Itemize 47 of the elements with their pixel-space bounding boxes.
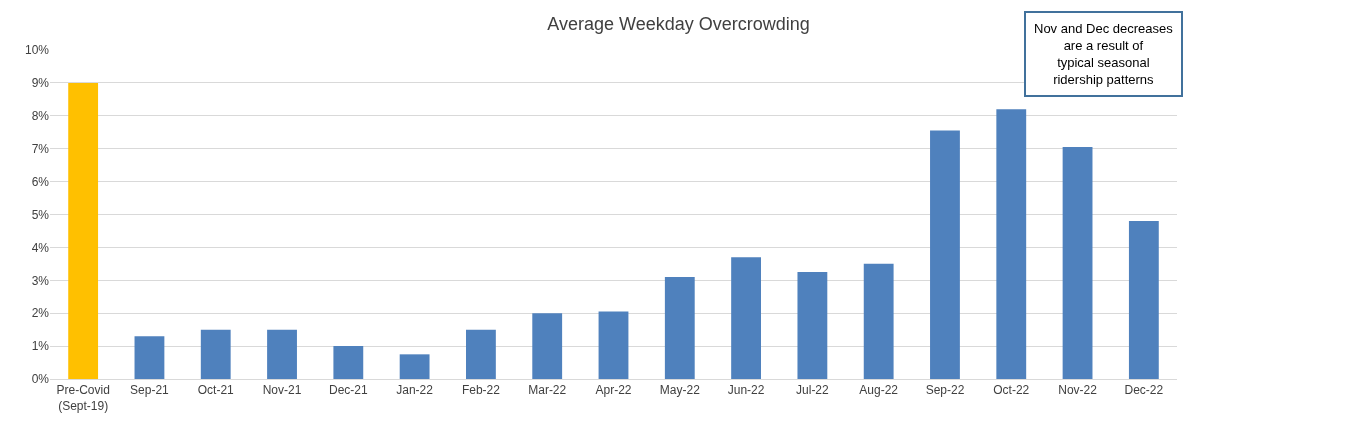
x-tick-label: Nov-21	[262, 383, 302, 398]
y-tick-label: 8%	[31, 109, 50, 123]
y-tick-label: 2%	[31, 306, 50, 321]
bar	[68, 82, 99, 379]
x-tick-label: Pre-Covid (Sept-19)	[56, 383, 110, 413]
x-tick-label: Apr-22	[595, 383, 632, 398]
x-tick-label: Jul-22	[796, 383, 830, 398]
y-tick-label: 6%	[31, 174, 50, 189]
bar	[930, 130, 960, 379]
x-tick-label: Oct-21	[197, 383, 235, 398]
bar	[863, 263, 894, 379]
y-tick-label: 9%	[31, 76, 50, 91]
x-tick-label: Dec-22	[1124, 383, 1164, 398]
bar	[731, 257, 761, 379]
y-tick-label: 3%	[31, 273, 50, 288]
x-tick-label: Feb-22	[461, 383, 501, 398]
annotation: Nov and Dec decreases are a result of typical seasonal ridership patterns	[1034, 21, 1174, 87]
bar	[996, 109, 1027, 379]
x-tick-label: Sep-22	[925, 383, 965, 398]
bar	[134, 336, 165, 379]
x-tick-label: Mar-22	[528, 383, 567, 398]
bar	[399, 354, 430, 379]
bar	[466, 329, 496, 379]
bar	[1128, 221, 1159, 379]
bar	[664, 277, 695, 379]
y-tick-label: 0%	[31, 372, 50, 387]
y-tick-label: 7%	[31, 141, 50, 156]
x-tick-label: Jun-22	[727, 383, 765, 398]
y-tick-label: 10%	[24, 43, 50, 58]
bar	[598, 311, 629, 379]
x-tick-label: Dec-21	[328, 383, 368, 398]
y-tick-label: 5%	[31, 207, 50, 222]
bar	[532, 313, 563, 379]
x-tick-label: Nov-22	[1058, 383, 1098, 398]
bar	[200, 329, 231, 379]
bar	[1062, 147, 1093, 379]
x-tick-label: Sep-21	[130, 383, 170, 398]
bar	[267, 329, 297, 379]
bar	[333, 346, 364, 379]
bar	[797, 272, 828, 379]
x-tick-label: Jan-22	[396, 383, 434, 398]
x-tick-label: Aug-22	[859, 383, 899, 398]
chart-title: Average Weekday Overcrowding	[547, 13, 810, 34]
y-tick-label: 4%	[31, 240, 50, 255]
x-tick-label: May-22	[659, 383, 701, 398]
y-tick-label: 1%	[31, 339, 50, 354]
x-tick-label: Oct-22	[993, 383, 1030, 398]
